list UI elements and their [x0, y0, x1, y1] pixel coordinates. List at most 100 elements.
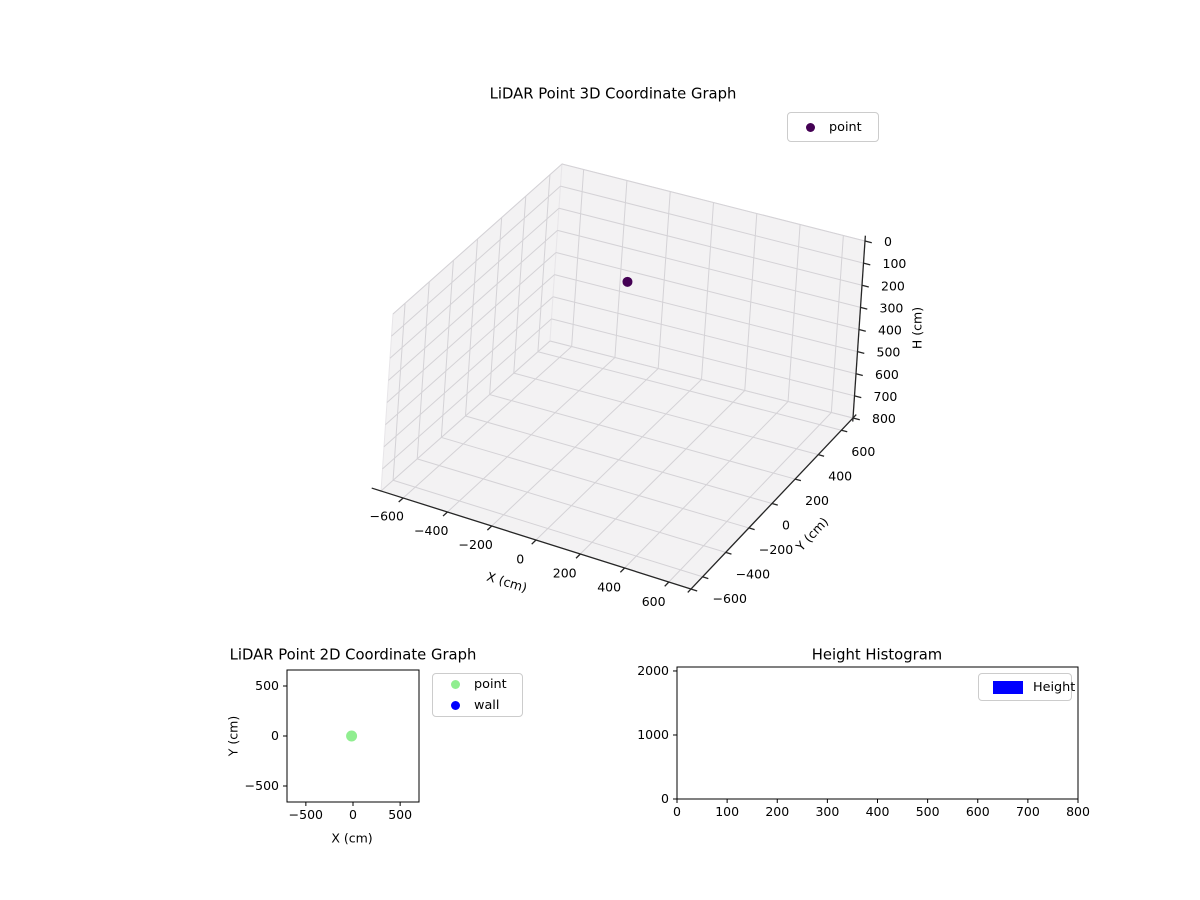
grid-line-z	[389, 207, 560, 359]
grid-line-z	[552, 296, 857, 375]
grid-line-z	[555, 252, 860, 330]
z-tick-label: 600	[875, 367, 899, 382]
histogram-legend: Height	[978, 673, 1076, 701]
grid-line-z	[557, 229, 861, 308]
grid-line-z	[383, 296, 554, 448]
x-tick-label: 500	[916, 804, 940, 819]
grid-line-z	[558, 207, 863, 286]
point-marker-icon	[451, 680, 460, 689]
grid-line-y	[513, 372, 819, 456]
histogram-title: Height Histogram	[811, 646, 943, 664]
x-tick-label: 200	[765, 804, 789, 819]
y-tick	[818, 454, 825, 457]
grid-line-z	[551, 318, 855, 397]
x-tick	[664, 581, 670, 587]
plot3d-title: LiDAR Point 3D Coordinate Graph	[489, 85, 737, 103]
z-tick	[852, 417, 860, 421]
y-tick	[748, 527, 755, 531]
legend-item-point-2d: point	[433, 674, 522, 695]
x-tick-label: 800	[1066, 804, 1090, 819]
y-tick-label: −600	[713, 591, 747, 606]
z-tick	[861, 284, 869, 288]
x-tick-label: 100	[715, 804, 739, 819]
z-tick	[860, 306, 868, 310]
x-tick-label: 0	[673, 804, 681, 819]
grid-line-y	[465, 415, 773, 504]
grid-line-y	[537, 351, 842, 431]
grid-line-z	[554, 274, 858, 353]
legend-item-point-3d: point	[788, 117, 878, 138]
x-tick-label: 300	[815, 804, 839, 819]
plot2d-title: LiDAR Point 2D Coordinate Graph	[229, 646, 477, 664]
x-tick-label: −500	[289, 807, 323, 822]
x-tick-label: 400	[866, 804, 890, 819]
z-tick	[855, 373, 863, 377]
legend-label: Height	[1033, 679, 1076, 695]
plot3d-zaxis-label: H (cm)	[909, 306, 925, 350]
z-tick-label: 300	[880, 300, 904, 315]
grid-line-z	[386, 252, 557, 403]
x-tick-label: 600	[966, 804, 990, 819]
grid-line-z	[560, 185, 864, 264]
y-tick	[794, 478, 802, 482]
x-tick-label: −400	[414, 523, 448, 538]
legend-item-wall-2d: wall	[433, 695, 522, 716]
z-axis-spine	[852, 235, 867, 422]
x-tick	[619, 567, 626, 573]
plot2d-legend: point wall	[432, 673, 523, 717]
height-marker-icon	[993, 680, 1023, 694]
z-tick	[863, 262, 871, 266]
legend-label: point	[829, 119, 862, 135]
grid-line-y	[441, 436, 749, 529]
y-tick-label: 0	[661, 791, 669, 806]
z-tick-label: 500	[877, 345, 901, 360]
point-marker-icon	[806, 122, 815, 132]
z-tick-label: 200	[881, 278, 905, 293]
plot2d-yaxis-label: Y (cm)	[225, 715, 241, 757]
x-tick-label: 0	[349, 807, 357, 822]
x-tick	[398, 497, 404, 503]
grid-line-z	[391, 185, 561, 337]
y-tick	[725, 551, 732, 555]
x-axis-spine	[371, 487, 698, 592]
y-tick	[702, 576, 709, 580]
grid-line-z	[382, 318, 552, 470]
plot3d-legend: point	[787, 112, 879, 142]
y-tick-label: 0	[782, 518, 790, 533]
y-tick-label: 200	[805, 493, 829, 508]
plot2d-xaxis-label: X (cm)	[331, 830, 373, 846]
y-tick-label: 600	[851, 444, 875, 459]
grid-line-z	[385, 274, 555, 425]
x-tick-label: 600	[642, 594, 666, 609]
x-tick-label: 500	[388, 807, 412, 822]
x-tick-label: −600	[370, 509, 404, 524]
scatter2d-point	[346, 730, 358, 742]
grid-line-z	[392, 163, 563, 315]
z-tick-label: 100	[883, 256, 907, 271]
scatter3d-point	[622, 276, 633, 287]
y-tick-label: 400	[828, 469, 852, 484]
z-tick-label: 800	[872, 411, 896, 426]
z-tick	[854, 395, 862, 399]
y-tick	[771, 502, 778, 506]
z-tick-label: 400	[878, 323, 902, 338]
x-tick	[575, 553, 581, 559]
x-tick-label: 400	[597, 580, 621, 595]
y-tick-label: 0	[271, 728, 279, 743]
z-tick	[858, 328, 866, 332]
grid-line-y	[417, 458, 726, 553]
wall-marker-icon	[451, 701, 460, 710]
y-tick-label: 500	[255, 678, 279, 693]
grid-line-y	[489, 394, 796, 480]
grid-line-y	[392, 479, 703, 578]
grid-line-z	[561, 163, 866, 242]
legend-label: point	[474, 677, 507, 692]
grid-line-z	[388, 230, 558, 381]
y-tick-label: −400	[736, 566, 770, 581]
x-tick-label: 700	[1016, 804, 1040, 819]
y-tick-label: 2000	[637, 663, 669, 678]
x-tick-label: 0	[516, 551, 524, 566]
